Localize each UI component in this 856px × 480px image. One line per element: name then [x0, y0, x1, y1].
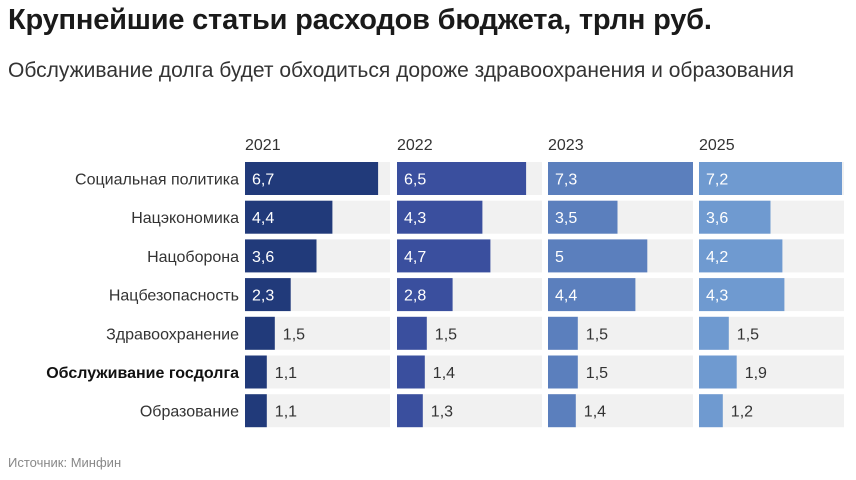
- year-label: 2022: [397, 137, 433, 154]
- bar: [548, 162, 693, 195]
- data-label: 1,5: [586, 326, 608, 343]
- bar: [245, 394, 267, 428]
- bar: [548, 239, 648, 273]
- bar: [548, 316, 578, 350]
- data-label: 6,5: [404, 172, 426, 189]
- data-label: 2,8: [404, 288, 426, 305]
- data-label: 1,5: [737, 326, 759, 343]
- data-label: 1,5: [435, 326, 457, 343]
- bar: [245, 278, 291, 312]
- data-label: 4,4: [555, 288, 577, 305]
- data-label: 7,3: [555, 172, 577, 189]
- bar: [245, 239, 317, 273]
- data-label: 1,4: [433, 365, 455, 382]
- year-label: 2023: [548, 137, 584, 154]
- data-label: 5: [555, 249, 564, 266]
- data-label: 4,4: [252, 210, 274, 227]
- data-label: 1,5: [283, 326, 305, 343]
- category-label: Нацоборона: [147, 249, 239, 266]
- data-label: 1,3: [431, 404, 453, 421]
- category-label: Социальная политика: [75, 172, 239, 189]
- data-label: 1,4: [584, 404, 606, 421]
- category-label: Обслуживание госдолга: [46, 365, 239, 382]
- bar: [699, 200, 771, 234]
- category-label: Образование: [140, 404, 239, 421]
- bar: [397, 316, 427, 350]
- bar: [699, 278, 785, 312]
- bar: [548, 355, 578, 389]
- bar: [548, 200, 618, 234]
- data-label: 3,6: [706, 210, 728, 227]
- bar: [397, 394, 423, 428]
- data-label: 1,1: [275, 365, 297, 382]
- value-labels: 6,7 4,4 3,6 2,3 1,5 1,1 1,1 6,5 4,3 4,7 2,8 1,5 1,4 1…: [252, 172, 767, 421]
- data-label: 4,2: [706, 249, 728, 266]
- bar: [699, 355, 737, 389]
- bar: [548, 278, 636, 312]
- category-label: Нацбезопасность: [109, 288, 239, 305]
- bar: [245, 316, 275, 350]
- bar: [548, 394, 576, 428]
- category-label: Здравоохранение: [106, 326, 239, 343]
- chart-subtitle: Обслуживание долга будет обходиться доро…: [8, 59, 794, 82]
- data-label: 1,1: [275, 404, 297, 421]
- bar: [397, 162, 527, 195]
- bar: [397, 278, 453, 312]
- data-label: 3,6: [252, 249, 274, 266]
- data-label: 4,3: [404, 210, 426, 227]
- bar-track: [245, 355, 390, 389]
- bar: [397, 200, 483, 234]
- chart-title: Крупнейшие статьи расходов бюджета, трлн…: [8, 4, 712, 36]
- source-note: Источник: Минфин: [8, 455, 122, 470]
- bar: [699, 162, 842, 195]
- data-label: 4,7: [404, 249, 426, 266]
- bar: [245, 200, 333, 234]
- category-label: Нацэкономика: [131, 210, 239, 227]
- data-label: 3,5: [555, 210, 577, 227]
- data-label: 1,5: [586, 365, 608, 382]
- category-labels: Социальная политика Нацэкономика Нацоборон…: [46, 172, 239, 421]
- data-label: 4,3: [706, 288, 728, 305]
- bar: [245, 355, 267, 389]
- year-label: 2021: [245, 137, 281, 154]
- data-label: 2,3: [252, 288, 274, 305]
- bar: [699, 239, 783, 273]
- bar: [245, 162, 379, 195]
- year-label: 2025: [699, 137, 735, 154]
- data-label: 7,2: [706, 172, 728, 189]
- bar: [397, 355, 425, 389]
- data-label: 6,7: [252, 172, 274, 189]
- data-label: 1,9: [745, 365, 767, 382]
- bar-track: [245, 394, 390, 428]
- bar: [699, 316, 729, 350]
- data-label: 1,2: [731, 404, 753, 421]
- bars: [245, 162, 842, 428]
- year-labels: 2021 2022 2023 2025: [245, 137, 735, 154]
- bar: [699, 394, 723, 428]
- bar: [397, 239, 491, 273]
- bar-track: [699, 394, 844, 428]
